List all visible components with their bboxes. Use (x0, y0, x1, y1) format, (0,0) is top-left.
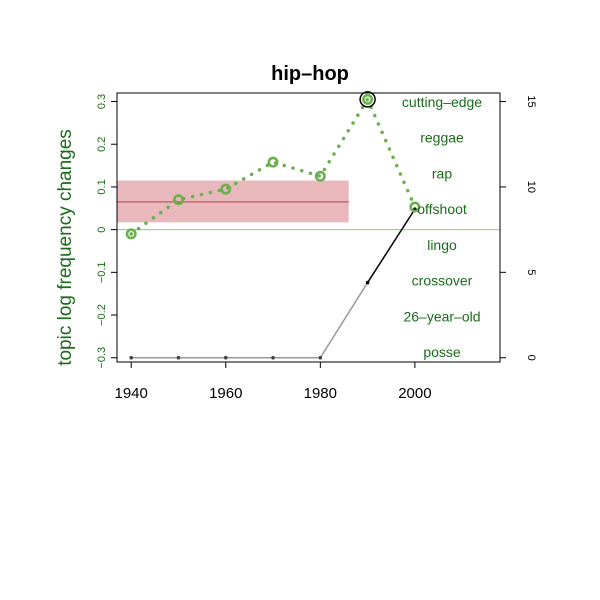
x-tick-label: 1940 (114, 385, 147, 402)
y-tick-label: 0.2 (96, 137, 108, 152)
topic-change-point (172, 194, 184, 206)
word-count-point (318, 355, 323, 360)
word-label: offshoot (417, 201, 467, 217)
plot-area: 1940 1960 1980 2000 −0.3 −0.2 −0.1 0 0.1 0.2 0.3 0 5… (96, 91, 537, 402)
topic-change-point (125, 228, 137, 240)
topic-change-point (220, 183, 232, 195)
topic-change-point (267, 156, 279, 168)
word-label: rap (432, 165, 452, 181)
y2-tick-label: 0 (525, 355, 537, 361)
word-count-segment (319, 282, 369, 359)
topic-change-point (362, 93, 374, 105)
word-count-point (129, 355, 133, 360)
y-tick-label: 0 (96, 227, 108, 233)
y-tick-label: −0.2 (96, 304, 108, 326)
y2-tick-label: 5 (525, 269, 537, 275)
word-count-point (271, 355, 275, 360)
word-label: crossover (412, 273, 473, 289)
x-tick-label: 1980 (304, 385, 337, 402)
x-tick-label: 1960 (209, 385, 242, 402)
word-label: lingo (427, 237, 457, 253)
word-label: posse (423, 344, 461, 360)
topic-change-line (129, 95, 417, 236)
x-tick-label: 2000 (398, 385, 431, 402)
y2-tick-label: 10 (525, 181, 537, 193)
y2-tick-label: 15 (525, 95, 537, 107)
word-count-point (176, 355, 181, 360)
y-tick-label: 0.1 (96, 179, 108, 194)
word-count-point (223, 355, 228, 360)
word-count-segment (366, 208, 416, 283)
word-count-point (365, 280, 370, 285)
chart-title: hip–hop (271, 63, 349, 85)
topic-change-point (409, 201, 421, 213)
plot-frame (116, 92, 501, 363)
word-label: reggae (420, 130, 464, 146)
highlight-ring (359, 91, 376, 108)
topic-change-point (314, 170, 326, 182)
y-tick-label: 0.3 (96, 94, 108, 109)
y-tick-label: −0.1 (96, 261, 108, 283)
word-label: 26–year–old (403, 308, 480, 324)
y-tick-label: −0.3 (96, 347, 108, 369)
y-axis-label: topic log frequency changes (55, 129, 76, 366)
word-label: cutting–edge (402, 94, 482, 110)
